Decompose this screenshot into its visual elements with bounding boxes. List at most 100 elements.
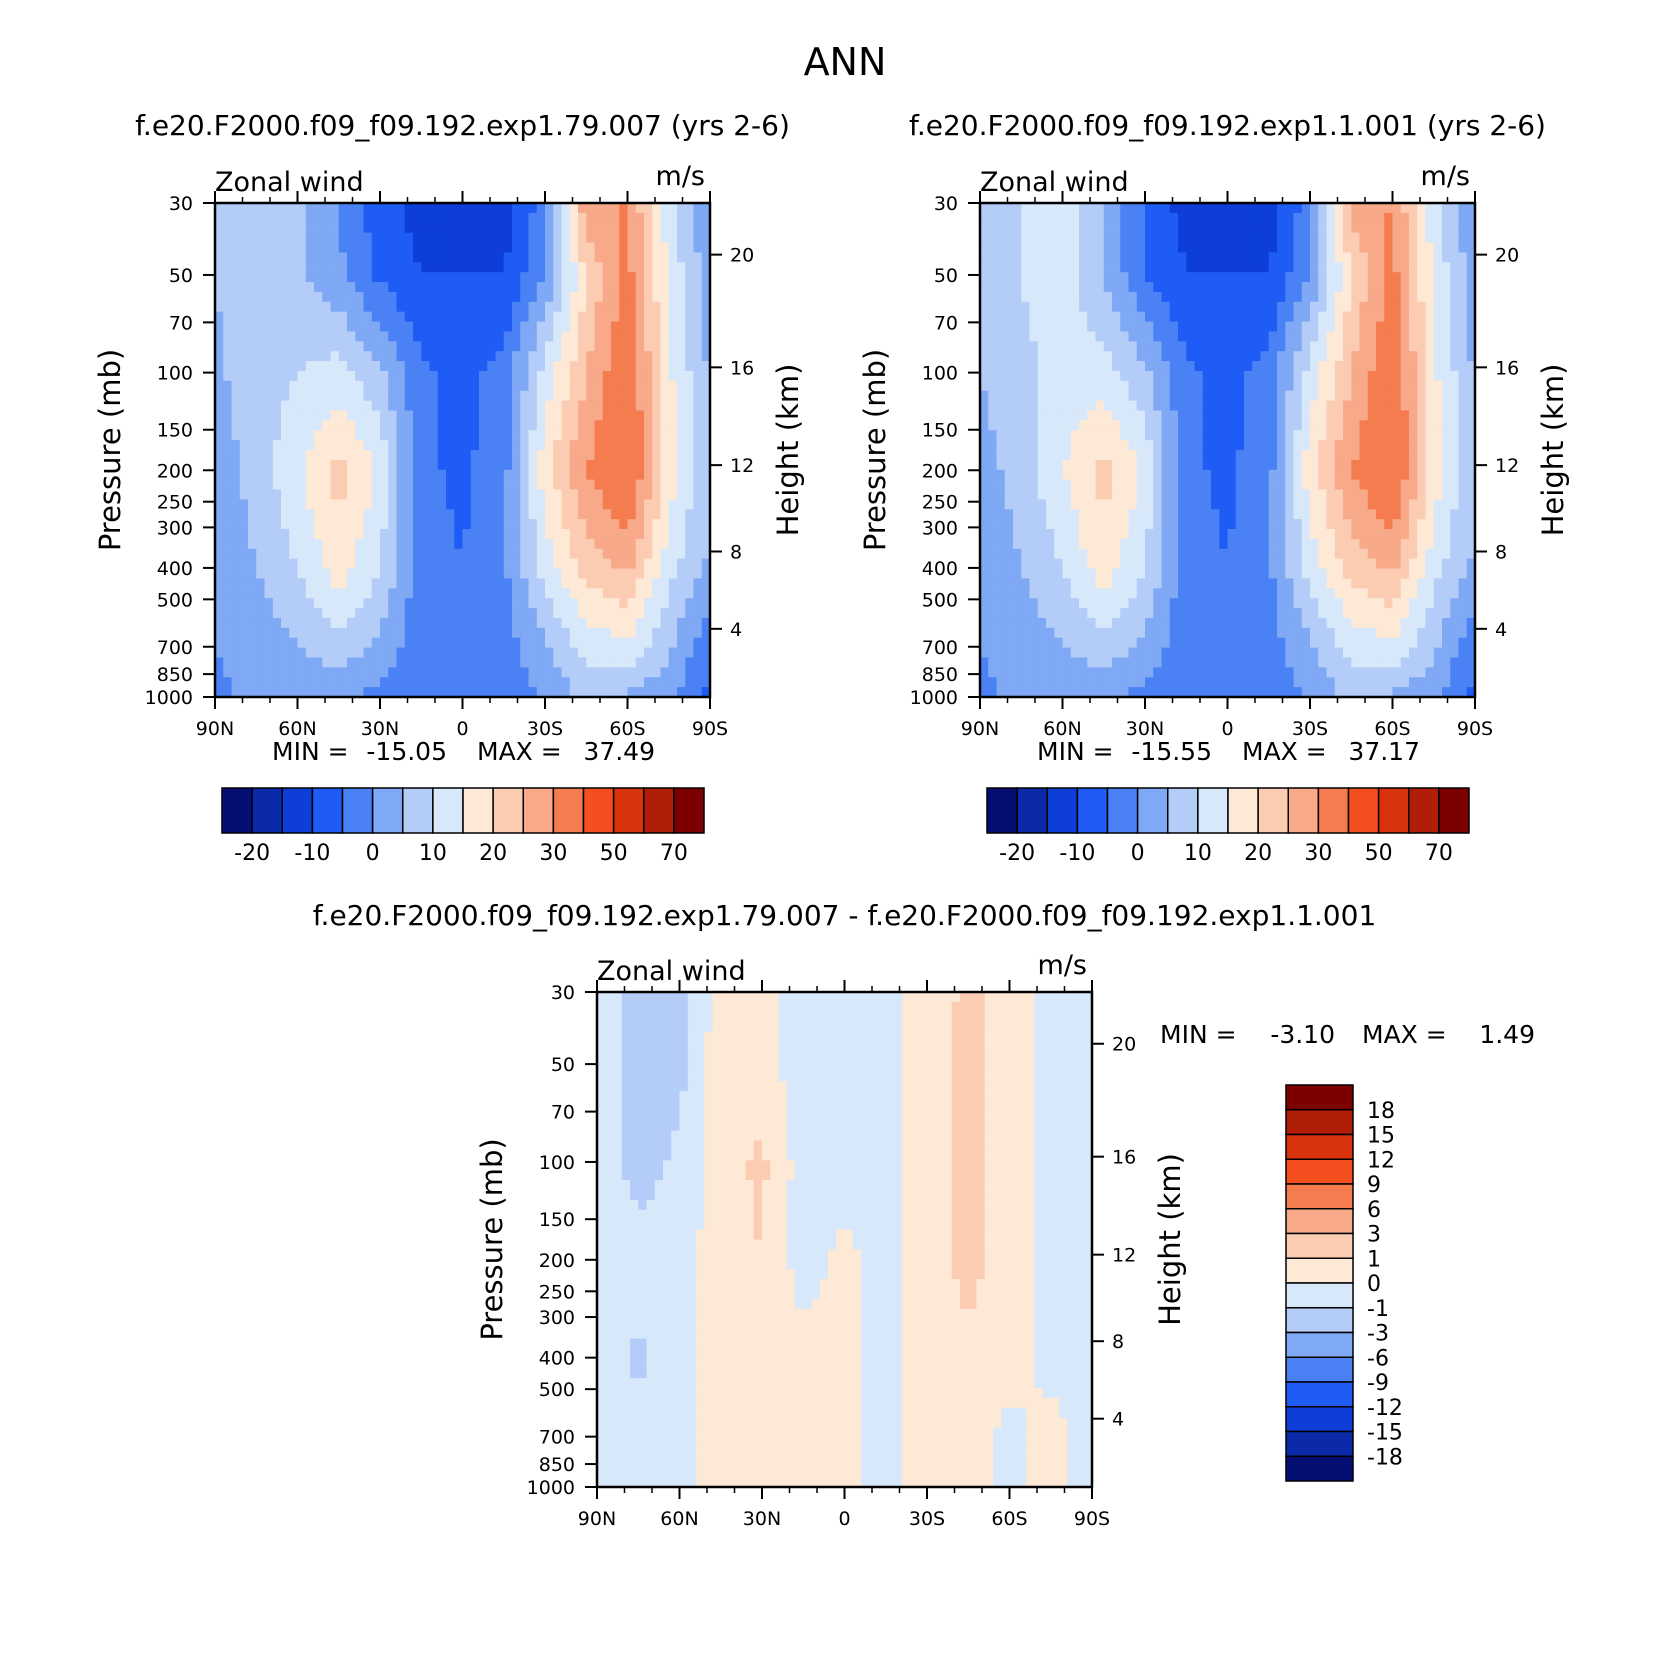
- field-cell: [652, 331, 662, 342]
- field-cell: [388, 479, 398, 491]
- field-cell: [1079, 420, 1088, 431]
- field-cell: [1359, 222, 1369, 234]
- field-cell: [569, 519, 579, 530]
- field-cell: [668, 272, 678, 283]
- field-cell: [495, 380, 505, 392]
- field-cell: [479, 558, 488, 570]
- field-cell: [330, 291, 340, 303]
- field-cell: [1021, 212, 1031, 224]
- field-cell: [1334, 390, 1344, 402]
- field-cell: [297, 667, 307, 678]
- field-cell: [297, 489, 307, 500]
- field-cell: [1136, 459, 1146, 471]
- field-cell: [215, 637, 224, 649]
- field-cell: [988, 420, 998, 431]
- field-cell: [380, 499, 389, 510]
- field-cell: [578, 380, 587, 392]
- field-cell: [1194, 351, 1204, 362]
- field-cell: [1095, 212, 1105, 224]
- field-cell: [470, 341, 480, 352]
- field-cell: [454, 617, 464, 629]
- field-cell: [289, 637, 299, 649]
- field-cell: [470, 390, 480, 402]
- field-cell: [503, 282, 513, 293]
- field-cell: [1376, 222, 1385, 234]
- field-cell: [371, 450, 381, 461]
- field-cell: [404, 687, 414, 698]
- field-cell: [553, 420, 563, 431]
- field-cell: [1194, 311, 1204, 323]
- field-cell: [470, 222, 480, 234]
- field-cell: [1285, 410, 1295, 421]
- field-cell: [1013, 232, 1022, 244]
- field-cell: [413, 420, 422, 431]
- field-cell: [685, 450, 695, 461]
- field-cell: [380, 430, 389, 441]
- field-cell: [685, 203, 695, 214]
- field-cell: [627, 499, 637, 510]
- field-cell: [1145, 341, 1154, 352]
- field-cell: [363, 272, 373, 283]
- field-cell: [1211, 291, 1220, 303]
- field-cell: [380, 459, 389, 471]
- field-cell: [586, 489, 596, 500]
- field-cell: [1433, 351, 1443, 362]
- field-cell: [363, 370, 373, 382]
- field-cell: [462, 608, 472, 619]
- field-cell: [404, 657, 414, 668]
- field-cell: [495, 450, 505, 461]
- field-cell: [223, 252, 233, 263]
- field-cell: [1103, 390, 1113, 402]
- field-cell: [413, 331, 422, 342]
- field-cell: [223, 331, 233, 342]
- field-cell: [297, 469, 307, 481]
- field-cell: [1351, 351, 1361, 362]
- field-cell: [701, 400, 711, 412]
- field-cell: [988, 341, 998, 352]
- field-cell: [1433, 479, 1443, 491]
- field-cell: [627, 479, 637, 491]
- field-cell: [1252, 410, 1262, 421]
- field-cell: [1145, 272, 1154, 283]
- field-cell: [1334, 400, 1344, 412]
- field-cell: [1161, 341, 1171, 352]
- field-cell: [330, 252, 340, 263]
- field-cell: [1359, 400, 1369, 412]
- field-cell: [248, 617, 257, 629]
- field-cell: [380, 341, 389, 352]
- field-cell: [256, 203, 266, 214]
- field-cell: [1318, 341, 1328, 352]
- field-cell: [569, 252, 579, 263]
- colorbar-swatch: [432, 787, 464, 834]
- field-cell: [1194, 440, 1204, 451]
- field-cell: [347, 262, 356, 273]
- field-cell: [594, 469, 604, 481]
- field-cell: [248, 291, 257, 303]
- field-cell: [272, 331, 282, 342]
- field-cell: [355, 558, 365, 570]
- field-cell: [1178, 321, 1187, 333]
- field-cell: [421, 568, 431, 580]
- field-cell: [330, 499, 340, 510]
- field-cell: [1145, 321, 1154, 333]
- field-cell: [1194, 331, 1204, 342]
- field-cell: [470, 203, 480, 214]
- field-cell: [1013, 499, 1022, 510]
- field-cell: [627, 509, 637, 520]
- field-cell: [1268, 489, 1278, 500]
- field-cell: [1046, 361, 1055, 372]
- field-cell: [297, 509, 307, 520]
- field-cell: [512, 499, 521, 510]
- field-cell: [1211, 361, 1220, 372]
- field-cell: [338, 538, 348, 550]
- field-cell: [553, 252, 563, 263]
- field-cell: [421, 430, 431, 441]
- field-cell: [396, 390, 406, 402]
- field-cell: [528, 361, 538, 372]
- field-cell: [479, 687, 488, 698]
- field-cell: [561, 667, 571, 678]
- field-cell: [1095, 499, 1105, 510]
- field-cell: [1128, 341, 1138, 352]
- colorbar-label: 50: [600, 841, 628, 866]
- field-cell: [1037, 242, 1047, 253]
